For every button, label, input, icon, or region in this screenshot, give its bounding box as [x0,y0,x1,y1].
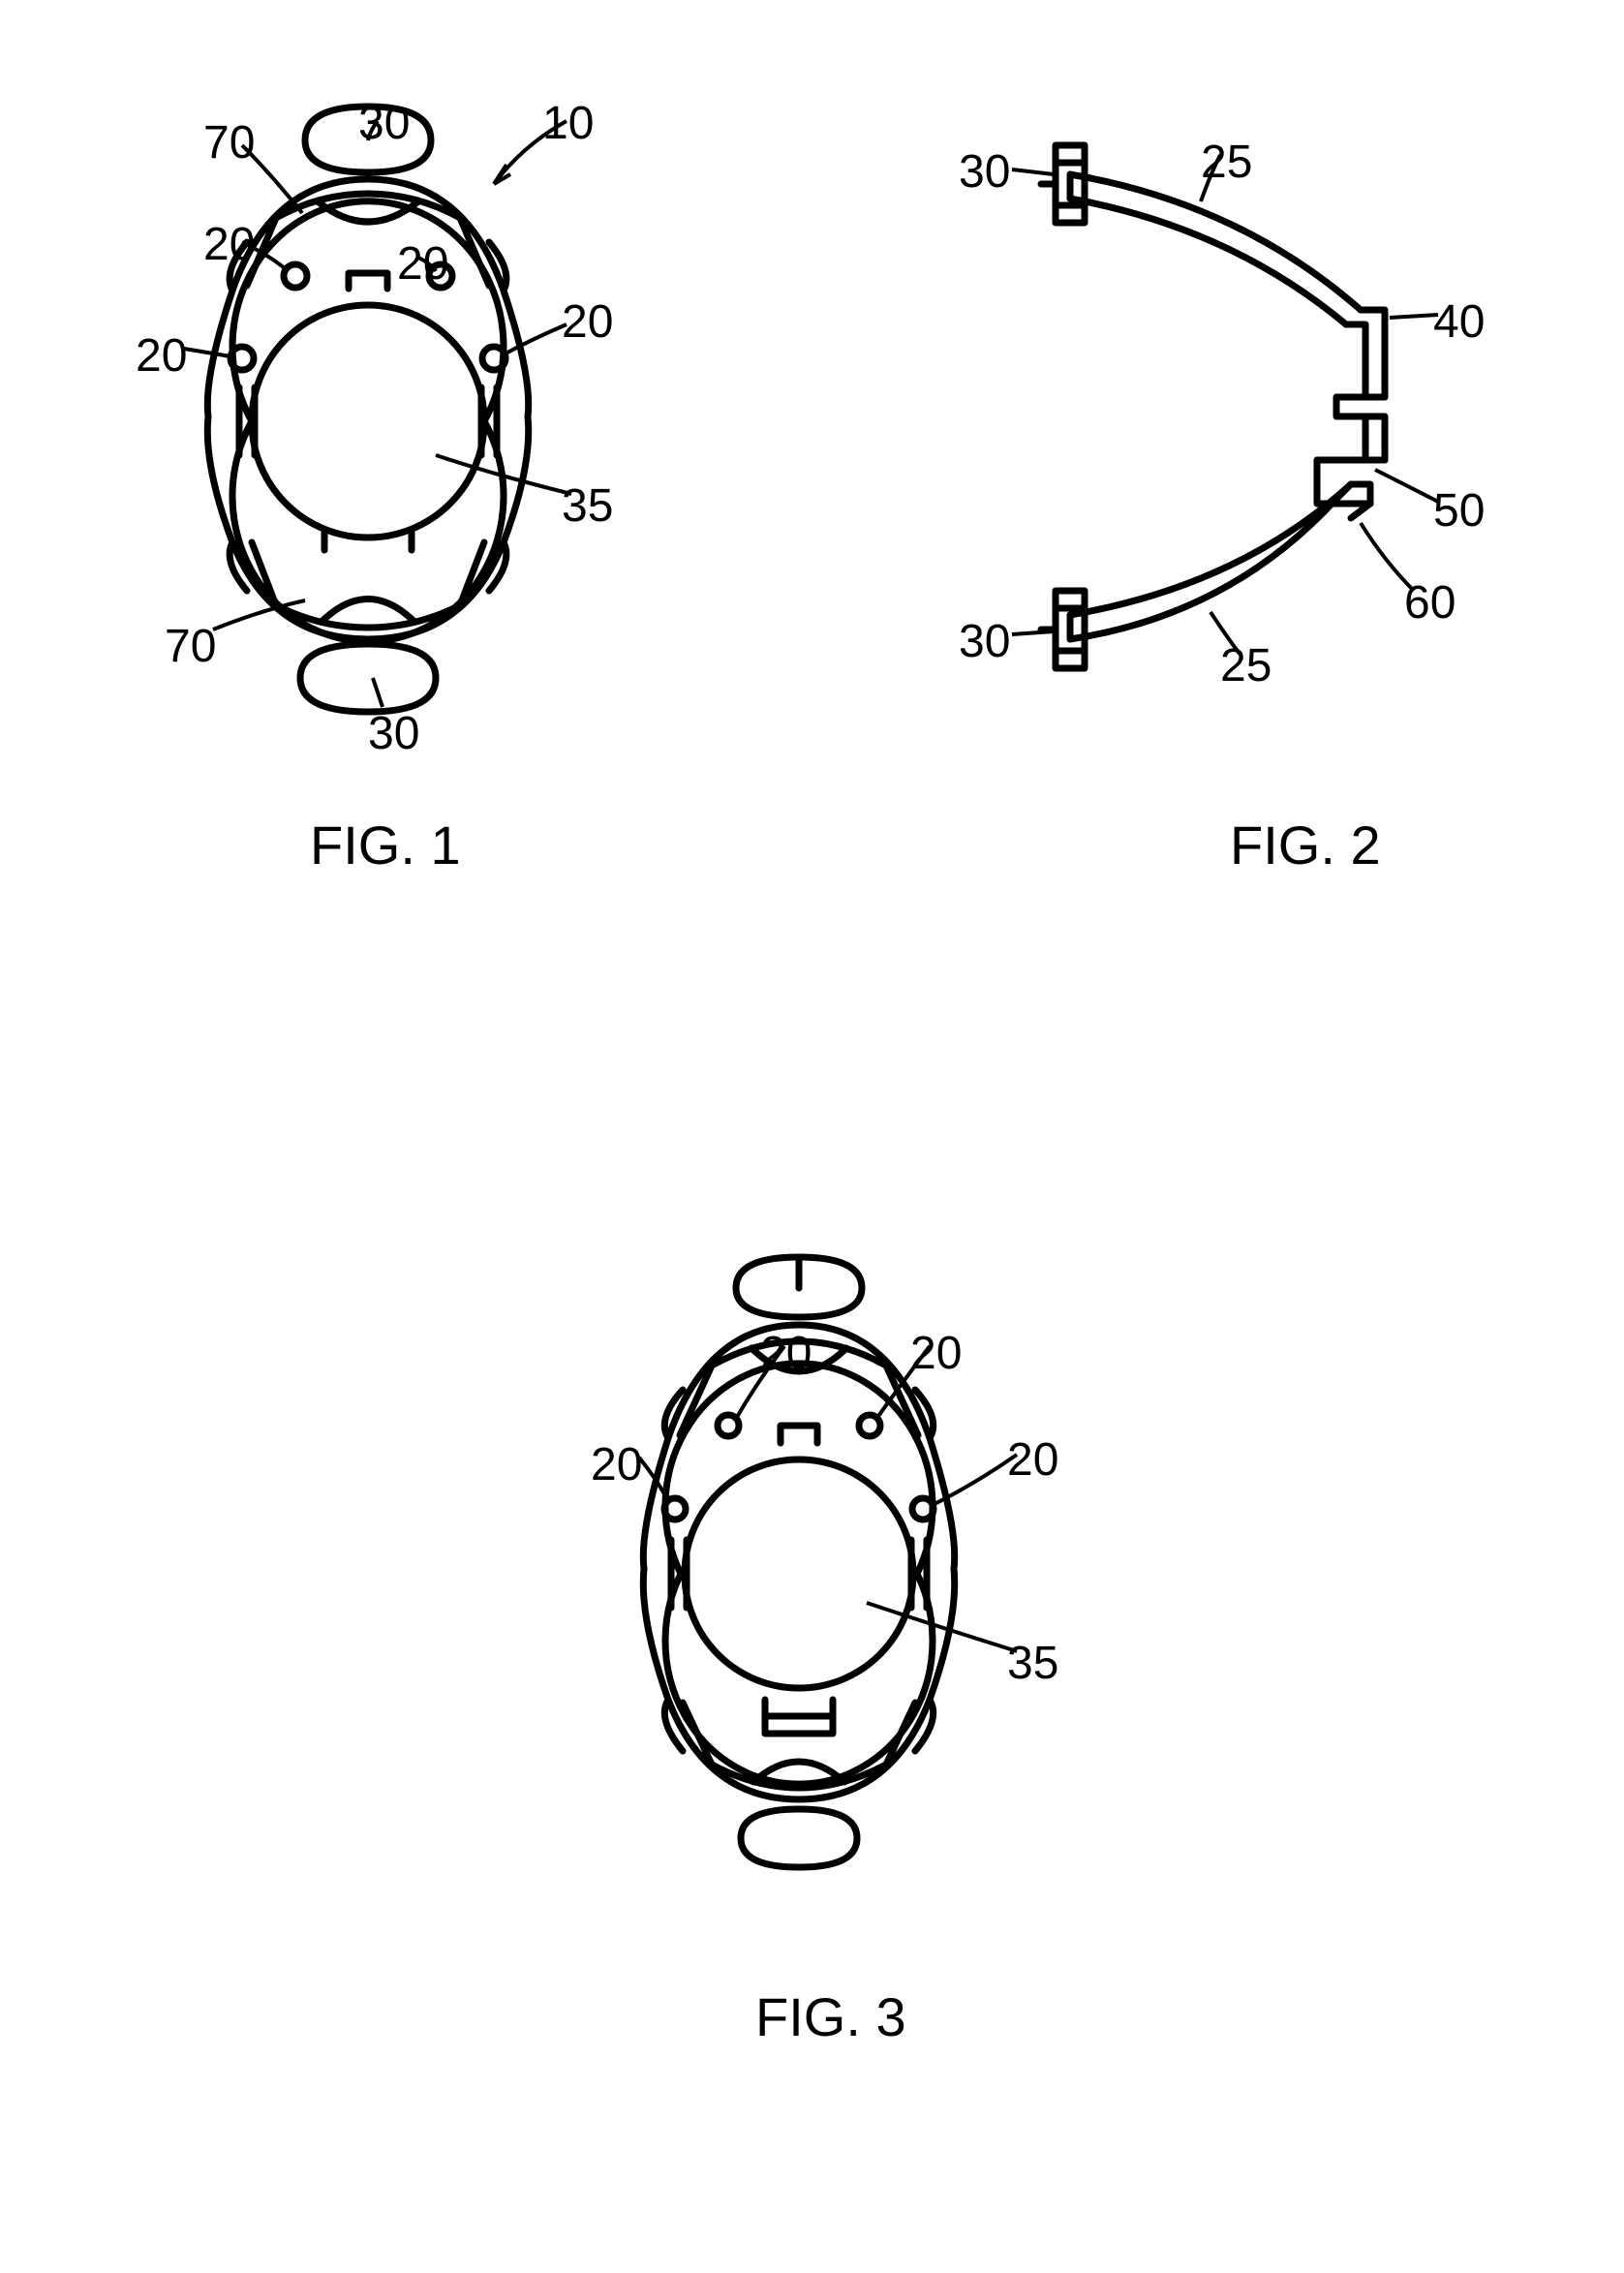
ref-35b: 35 [1007,1637,1058,1690]
ref-70b: 70 [165,620,216,673]
ref-20d: 20 [562,295,613,349]
ref-60: 60 [1404,576,1455,630]
ref-20e: 20 [760,1327,812,1380]
ref-25b: 25 [1220,639,1272,692]
ref-20a: 20 [203,218,255,271]
ref-20f: 20 [910,1327,962,1380]
ref-20c: 20 [136,329,187,383]
ref-50: 50 [1433,484,1485,538]
ref-40: 40 [1433,295,1485,349]
figure-3-drawing [465,1211,1123,1908]
ref-30c: 30 [959,145,1010,199]
ref-10: 10 [542,97,594,150]
ref-25a: 25 [1201,136,1252,189]
fig1-caption: FIG. 1 [310,814,461,876]
patent-figure-page: 10 30 70 20 20 20 20 35 70 30 FIG. 1 [0,0,1624,2273]
ref-35a: 35 [562,479,613,533]
fig2-caption: FIG. 2 [1230,814,1381,876]
ref-20h: 20 [1007,1433,1058,1487]
ref-70a: 70 [203,116,255,169]
ref-30a: 30 [358,97,410,150]
fig3-caption: FIG. 3 [755,1985,906,2048]
ref-20b: 20 [397,237,448,291]
ref-30d: 30 [959,615,1010,668]
ref-30b: 30 [368,707,419,760]
ref-20g: 20 [591,1438,642,1491]
